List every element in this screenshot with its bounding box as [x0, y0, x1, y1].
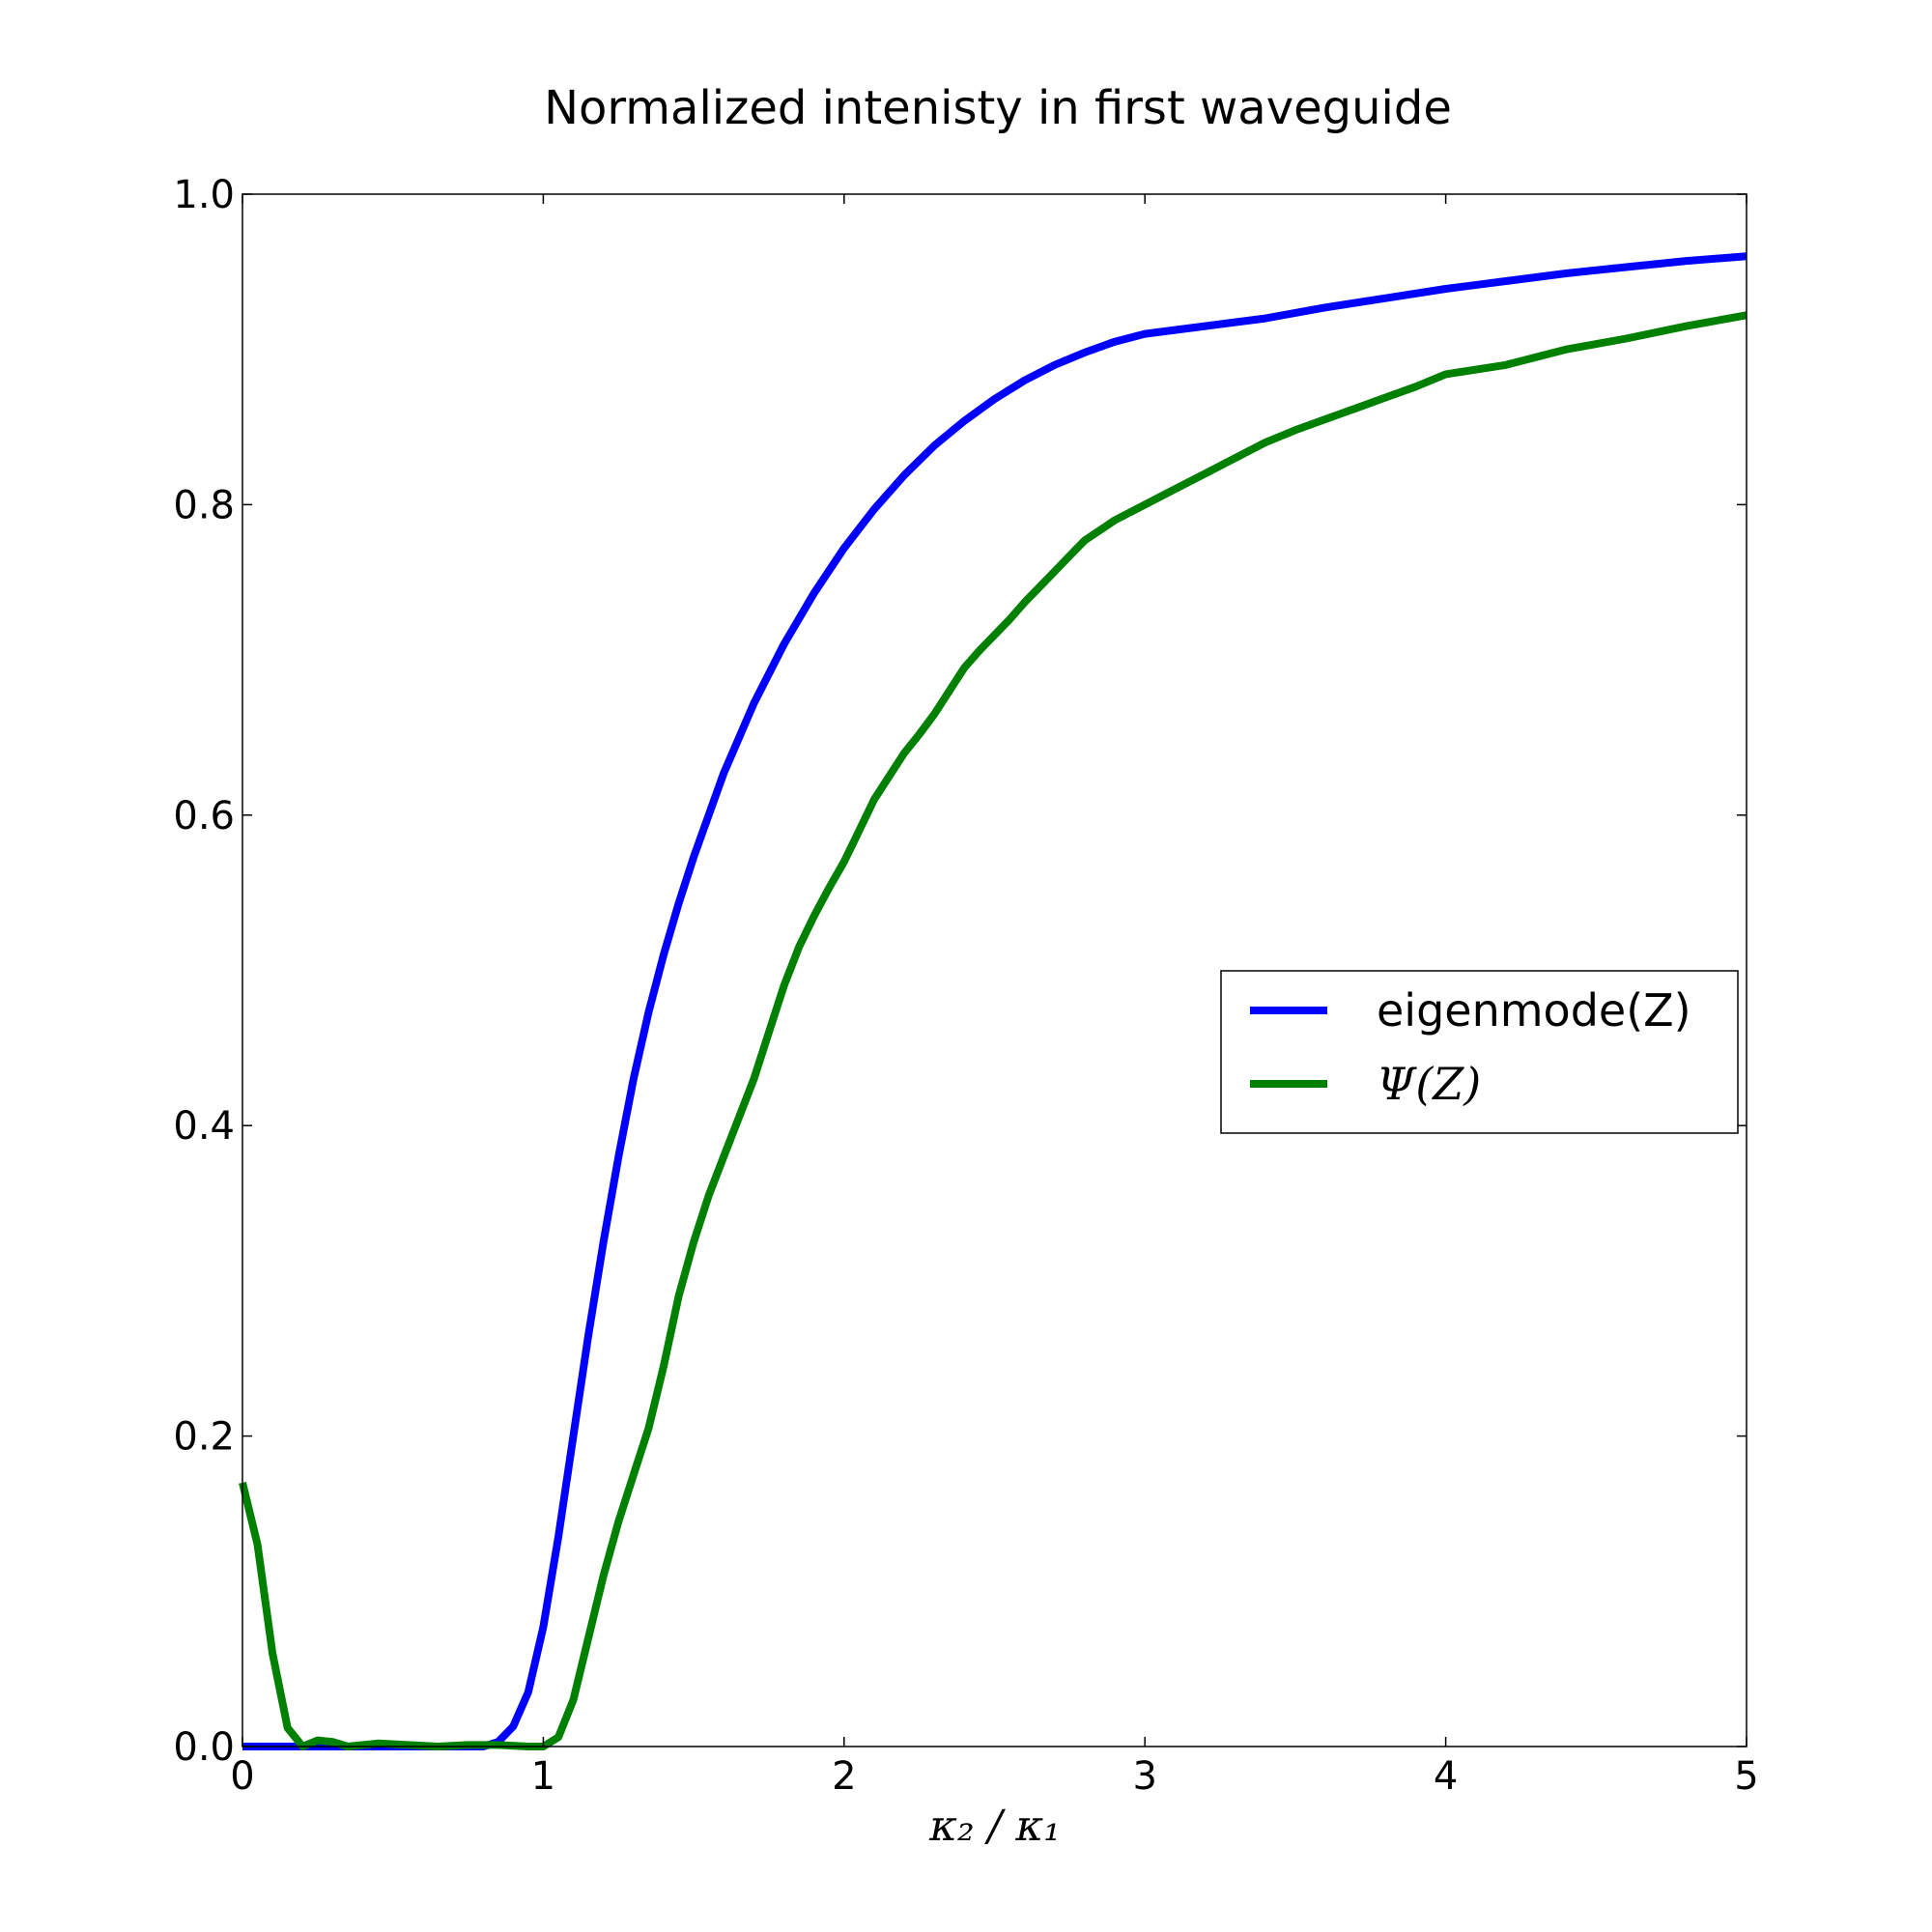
axis-ticks: [242, 193, 1747, 1747]
x-tick-label: 0: [230, 1754, 254, 1799]
legend-box: [1220, 970, 1739, 1134]
y-tick-label: 0.6: [173, 794, 235, 838]
y-tick-label: 0.4: [173, 1104, 235, 1149]
chart-title: Normalized intenisty in first waveguide: [544, 81, 1452, 135]
x-tick-label: 4: [1434, 1754, 1458, 1799]
legend-label-eigenmode: eigenmode(Z): [1377, 984, 1691, 1037]
x-tick-label: 3: [1132, 1754, 1156, 1799]
series-lines: [239, 252, 1747, 1750]
legend-label-psi: Ψ(Z): [1377, 1058, 1481, 1110]
x-tick-label: 2: [832, 1754, 856, 1799]
y-tick-label: 0.0: [173, 1725, 235, 1770]
plot-frame: [242, 193, 1747, 1747]
x-tick-labels: 0 1 2 3 4 5: [230, 1754, 1758, 1799]
x-tick-label: 1: [531, 1754, 555, 1799]
y-tick-labels: 0.0 0.2 0.4 0.6 0.8 1.0: [173, 173, 235, 1770]
x-tick-label: 5: [1734, 1754, 1758, 1799]
x-axis-label: κ₂ / κ₁: [928, 1802, 1061, 1851]
y-tick-label: 0.2: [173, 1415, 235, 1460]
series-line-0: [242, 252, 1747, 1750]
legend: eigenmode(Z) Ψ(Z): [1220, 970, 1739, 1134]
series-line-1: [239, 311, 1747, 1750]
y-tick-label: 1.0: [173, 173, 235, 217]
y-tick-label: 0.8: [173, 483, 235, 527]
